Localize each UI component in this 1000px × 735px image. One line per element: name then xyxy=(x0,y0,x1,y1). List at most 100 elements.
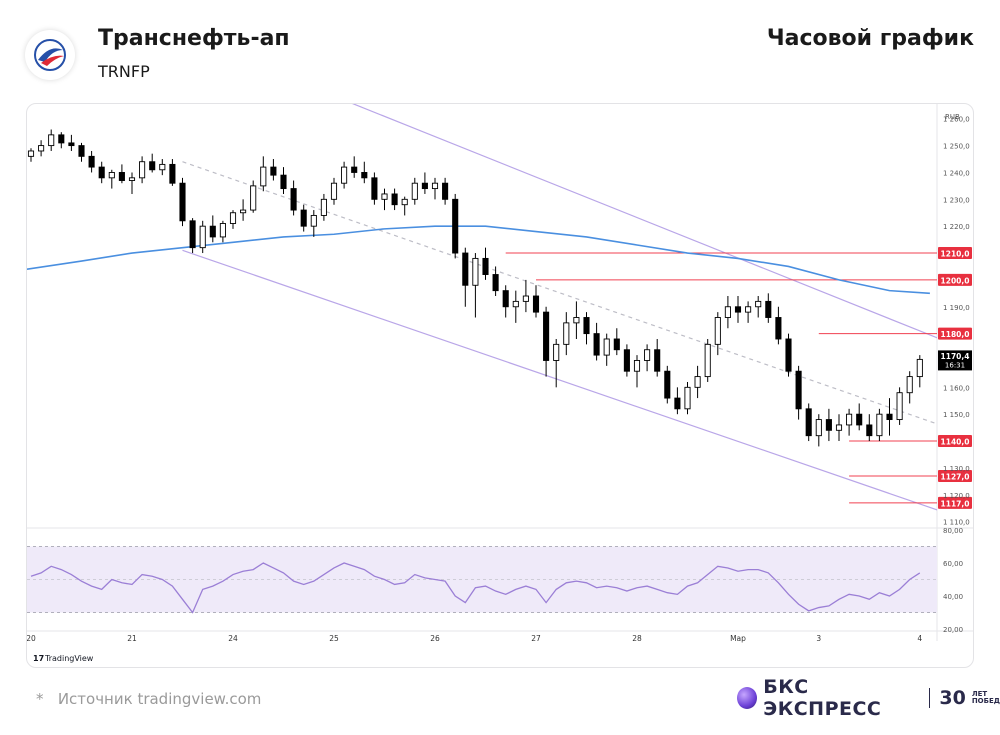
candle-body xyxy=(159,163,166,171)
channel-middle-line xyxy=(182,161,937,425)
tradingview-badge: 17 TradingView xyxy=(33,654,94,663)
brand-years: 30 xyxy=(939,687,966,709)
rsi-band xyxy=(27,546,937,613)
candle-body xyxy=(745,306,752,313)
brand-years-caption: ЛЕТ ПОБЕД xyxy=(972,691,1000,705)
candle-body xyxy=(240,209,247,214)
time-axis: 20 21 24 25 26 27 28 Мар 3 4 xyxy=(27,634,922,643)
candle-body xyxy=(300,209,307,227)
price-tick-label: 1 150,0 xyxy=(943,411,970,419)
candle-body xyxy=(543,311,550,361)
brand-caption-line-1: ЛЕТ xyxy=(971,690,988,698)
candle-body xyxy=(835,424,843,431)
candle-body xyxy=(876,413,883,437)
level-badge xyxy=(938,435,972,448)
rsi-line xyxy=(30,562,921,614)
candle-body xyxy=(421,182,428,190)
time-tick-label: 24 xyxy=(228,634,238,643)
candle-body xyxy=(532,295,540,313)
tradingview-icon: 17 xyxy=(33,654,44,663)
candle-body xyxy=(442,182,449,200)
channel-lower-line xyxy=(182,249,937,511)
candle-body xyxy=(280,174,287,190)
chart-type-label: Часовой график xyxy=(766,26,974,51)
candle-body xyxy=(563,322,570,345)
candle-body xyxy=(391,193,398,206)
rsi-tick-label: 40,00 xyxy=(943,593,963,601)
bks-brand: БКС ЭКСПРЕСС 30 ЛЕТ ПОБЕД xyxy=(737,676,1000,720)
level-badge xyxy=(938,327,972,340)
trend-channel xyxy=(182,104,937,511)
source-note: * Источник tradingview.com xyxy=(36,690,261,708)
candle-body xyxy=(341,166,348,184)
candle-body xyxy=(795,370,802,410)
candle-body xyxy=(128,177,136,181)
level-badge xyxy=(938,273,972,286)
candle-body xyxy=(219,223,226,238)
currency-label: RUB xyxy=(945,113,960,121)
candle-body xyxy=(623,349,630,372)
candle-body xyxy=(482,257,489,275)
level-badge-label: 1140,0 xyxy=(941,438,970,447)
source-marker: * xyxy=(36,690,44,708)
brand-divider xyxy=(929,688,931,708)
candle-body xyxy=(58,134,65,144)
candle-body xyxy=(724,306,731,318)
price-tick-label: 1 120,0 xyxy=(943,492,970,500)
candle-body xyxy=(88,155,95,168)
candle-body xyxy=(431,182,439,190)
level-badge xyxy=(938,469,972,482)
candle-body xyxy=(250,185,257,211)
price-tick-label: 1 130,0 xyxy=(943,465,970,473)
candle-body xyxy=(734,306,742,313)
candle-body xyxy=(229,212,237,224)
rsi-panel: 80,00 60,00 40,00 20,00 xyxy=(27,527,963,634)
company-logo xyxy=(25,30,75,80)
candle-body xyxy=(916,358,923,378)
candle-body xyxy=(48,134,55,147)
candle-body xyxy=(714,317,721,345)
candle-body xyxy=(452,198,459,254)
brand-caption-line-2: ПОБЕД xyxy=(971,697,1000,705)
candle-body xyxy=(633,360,641,372)
time-tick-label: 4 xyxy=(917,634,922,643)
candle-body xyxy=(472,257,479,286)
candle-body xyxy=(583,317,590,335)
candle-body xyxy=(179,182,186,222)
candle-body xyxy=(38,145,45,152)
candles xyxy=(27,129,923,447)
price-tick-label: 1 220,0 xyxy=(943,223,970,231)
level-badge-label: 1180,0 xyxy=(941,330,970,339)
transneft-logo-icon xyxy=(34,39,66,71)
candle-body xyxy=(522,295,529,302)
candle-body xyxy=(553,343,560,361)
level-badge-label: 1127,0 xyxy=(941,472,970,481)
last-price-label: 1170,4 xyxy=(941,352,970,361)
candle-body xyxy=(68,142,75,147)
time-tick-label: 26 xyxy=(430,634,440,643)
candle-body xyxy=(401,198,408,206)
candle-body xyxy=(108,172,115,179)
candle-body xyxy=(139,161,146,179)
candle-body xyxy=(775,317,782,340)
candle-body xyxy=(149,161,156,171)
level-badge-label: 1117,0 xyxy=(941,499,970,508)
candle-body xyxy=(361,172,368,179)
price-chart: 1210,01200,01180,01140,01127,01117,0RUB1… xyxy=(27,104,973,663)
time-tick-label: 28 xyxy=(632,634,642,643)
candle-body xyxy=(896,392,903,421)
candle-body xyxy=(765,300,772,318)
candle-body xyxy=(169,163,176,184)
candle-body xyxy=(118,172,125,181)
candle-body xyxy=(906,376,913,394)
level-badge xyxy=(938,247,972,260)
candle-body xyxy=(704,343,711,378)
candle-body xyxy=(613,338,620,351)
time-tick-label: 20 xyxy=(27,634,36,643)
brand-name: БКС ЭКСПРЕСС xyxy=(763,676,882,720)
candle-body xyxy=(684,386,691,410)
rsi-tick-label: 80,00 xyxy=(943,527,963,535)
time-tick-label: 21 xyxy=(127,634,137,643)
candle-body xyxy=(209,225,216,238)
candle-body xyxy=(492,274,499,292)
